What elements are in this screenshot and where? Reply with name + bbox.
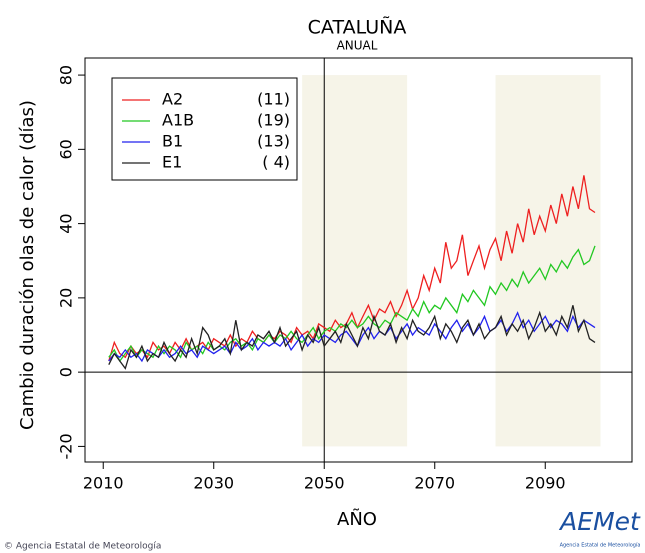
x-tick-label: 2090 bbox=[525, 474, 566, 493]
logo-caption: Agencia Estatal de Meteorología bbox=[560, 542, 641, 549]
logo: AEMet bbox=[558, 507, 641, 536]
series-line bbox=[108, 311, 596, 363]
y-tick-label: 60 bbox=[57, 139, 76, 159]
legend-count: (11) bbox=[257, 90, 290, 109]
legend-label: A1B bbox=[162, 111, 194, 130]
x-tick-label: 2030 bbox=[193, 474, 234, 493]
y-tick-label: 20 bbox=[57, 288, 76, 308]
y-tick-label: -20 bbox=[57, 433, 76, 459]
series-line bbox=[108, 305, 596, 370]
legend-label: B1 bbox=[162, 132, 183, 151]
y-tick-label: 80 bbox=[57, 65, 76, 85]
y-tick-label: 0 bbox=[57, 367, 76, 377]
legend-label: E1 bbox=[162, 153, 182, 172]
legend-label: A2 bbox=[162, 90, 183, 109]
shaded-period bbox=[302, 75, 408, 447]
chart-title: CATALUÑA bbox=[308, 16, 407, 39]
y-tick-label: 40 bbox=[57, 213, 76, 233]
plot-frame bbox=[84, 57, 633, 463]
x-tick-label: 2010 bbox=[83, 474, 124, 493]
legend-count: ( 4) bbox=[262, 153, 290, 172]
x-tick-label: 2050 bbox=[304, 474, 345, 493]
x-axis-label: AÑO bbox=[337, 508, 377, 530]
legend-count: (13) bbox=[257, 132, 290, 151]
legend-count: (19) bbox=[257, 111, 290, 130]
chart-subtitle: ANUAL bbox=[337, 39, 378, 53]
footer: © Agencia Estatal de Meteorología bbox=[4, 542, 161, 552]
y-axis-label: Cambio duración olas de calor (días) bbox=[17, 100, 38, 430]
series-line bbox=[108, 245, 596, 363]
x-tick-label: 2070 bbox=[414, 474, 455, 493]
shaded-period bbox=[495, 75, 601, 447]
